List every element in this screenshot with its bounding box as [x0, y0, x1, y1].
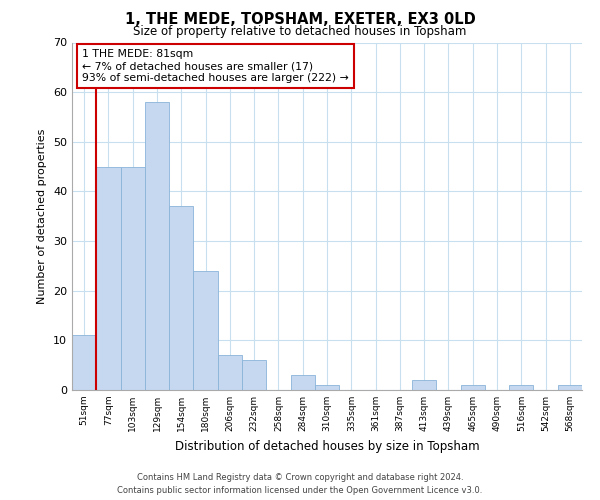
Bar: [509, 385, 533, 390]
Bar: [461, 385, 485, 390]
Text: 1, THE MEDE, TOPSHAM, EXETER, EX3 0LD: 1, THE MEDE, TOPSHAM, EXETER, EX3 0LD: [125, 12, 475, 28]
Text: Contains HM Land Registry data © Crown copyright and database right 2024.
Contai: Contains HM Land Registry data © Crown c…: [118, 474, 482, 495]
Bar: [169, 206, 193, 390]
Bar: [242, 360, 266, 390]
Bar: [558, 385, 582, 390]
Bar: [145, 102, 169, 390]
Text: Size of property relative to detached houses in Topsham: Size of property relative to detached ho…: [133, 25, 467, 38]
Bar: [218, 355, 242, 390]
Bar: [193, 271, 218, 390]
X-axis label: Distribution of detached houses by size in Topsham: Distribution of detached houses by size …: [175, 440, 479, 452]
Bar: [315, 385, 339, 390]
Bar: [72, 336, 96, 390]
Y-axis label: Number of detached properties: Number of detached properties: [37, 128, 47, 304]
Text: 1 THE MEDE: 81sqm
← 7% of detached houses are smaller (17)
93% of semi-detached : 1 THE MEDE: 81sqm ← 7% of detached house…: [82, 50, 349, 82]
Bar: [412, 380, 436, 390]
Bar: [290, 375, 315, 390]
Bar: [121, 166, 145, 390]
Bar: [96, 166, 121, 390]
